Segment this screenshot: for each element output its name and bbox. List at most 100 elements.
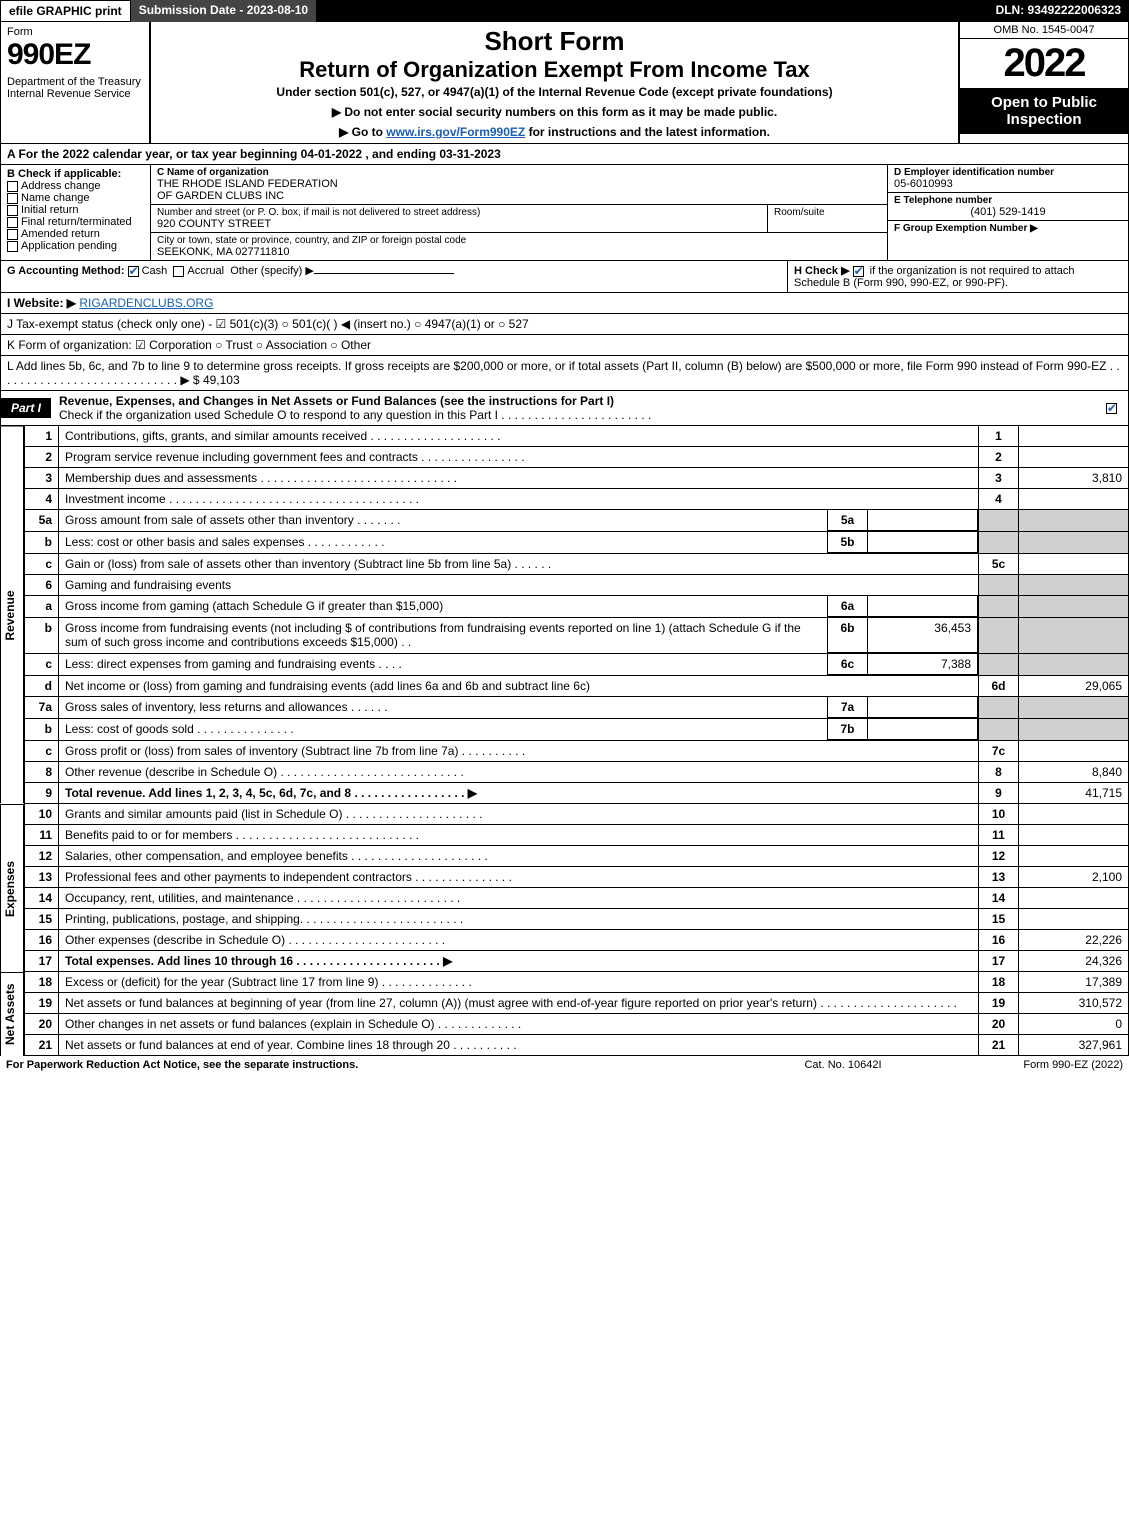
lsn: 6c <box>828 654 868 675</box>
lsn: 7b <box>828 719 868 740</box>
b-header: B Check if applicable: <box>7 168 144 180</box>
lr: 10 <box>979 804 1019 825</box>
expenses-section: Expenses 10Grants and similar amounts pa… <box>0 804 1129 972</box>
lv <box>1019 845 1129 866</box>
lt: Benefits paid to or for members . . . . … <box>59 824 979 845</box>
lsn: 6b <box>828 618 868 652</box>
lr: 19 <box>979 992 1019 1013</box>
org-name: THE RHODE ISLAND FEDERATION OF GARDEN CL… <box>157 178 881 202</box>
b-item: Amended return <box>21 228 100 240</box>
row-i: I Website: ▶ RIGARDENCLUBS.ORG <box>0 293 1129 314</box>
lsn: 5b <box>828 532 868 553</box>
lv: 24,326 <box>1019 950 1129 971</box>
revenue-sidelabel: Revenue <box>0 426 24 804</box>
g-label: G Accounting Method: <box>7 265 125 277</box>
row-l: L Add lines 5b, 6c, and 7b to line 9 to … <box>0 356 1129 391</box>
lr: 6d <box>979 675 1019 696</box>
lr: 5c <box>979 554 1019 575</box>
lt: Gross amount from sale of assets other t… <box>59 510 828 531</box>
lsn: 5a <box>828 510 868 531</box>
ein-value: 05-6010993 <box>894 178 1122 190</box>
lv <box>1019 489 1129 510</box>
lr: 7c <box>979 740 1019 761</box>
check-app-pending[interactable] <box>7 241 18 252</box>
check-address-change[interactable] <box>7 181 18 192</box>
f-label: F Group Exemption Number ▶ <box>888 221 1128 236</box>
lv <box>1019 908 1129 929</box>
ln: 8 <box>25 761 59 782</box>
lv <box>1019 447 1129 468</box>
check-amended[interactable] <box>7 229 18 240</box>
check-initial-return[interactable] <box>7 205 18 216</box>
ln: 17 <box>25 950 59 971</box>
efile-label[interactable]: efile GRAPHIC print <box>0 0 131 22</box>
lv: 17,389 <box>1019 972 1129 993</box>
netassets-section: Net Assets 18Excess or (deficit) for the… <box>0 972 1129 1056</box>
lt: Gaming and fundraising events <box>59 575 979 596</box>
row-j: J Tax-exempt status (check only one) - ☑… <box>0 314 1129 335</box>
lt: Salaries, other compensation, and employ… <box>59 845 979 866</box>
lt: Net assets or fund balances at end of ye… <box>59 1034 979 1055</box>
check-h[interactable] <box>853 266 864 277</box>
b-item: Final return/terminated <box>21 216 132 228</box>
shade <box>1019 696 1129 718</box>
lt: Membership dues and assessments . . . . … <box>59 468 979 489</box>
shade <box>979 532 1019 554</box>
lr: 18 <box>979 972 1019 993</box>
ln: 20 <box>25 1013 59 1034</box>
form-header: Form 990EZ Department of the Treasury In… <box>0 22 1129 144</box>
lr: 3 <box>979 468 1019 489</box>
lsv: 7,388 <box>868 654 978 675</box>
ln: 6 <box>25 575 59 596</box>
g-cash: Cash <box>142 265 168 277</box>
title-return: Return of Organization Exempt From Incom… <box>155 57 954 83</box>
expenses-sidelabel: Expenses <box>0 804 24 972</box>
shade <box>979 696 1019 718</box>
lt: Contributions, gifts, grants, and simila… <box>59 426 979 447</box>
shade <box>1019 532 1129 554</box>
lt: Other changes in net assets or fund bala… <box>59 1013 979 1034</box>
g-other-input[interactable] <box>314 273 454 274</box>
ln: b <box>25 618 59 654</box>
lt: Occupancy, rent, utilities, and maintena… <box>59 887 979 908</box>
shade <box>1019 596 1129 618</box>
check-cash[interactable] <box>128 266 139 277</box>
lr: 13 <box>979 866 1019 887</box>
lr: 20 <box>979 1013 1019 1034</box>
ln: a <box>25 596 59 618</box>
lsv: 36,453 <box>868 618 978 652</box>
ln: 7a <box>25 696 59 718</box>
lt: Net assets or fund balances at beginning… <box>59 992 979 1013</box>
part1-checkbox[interactable] <box>1106 403 1117 414</box>
ln: 5a <box>25 510 59 532</box>
ln: b <box>25 532 59 554</box>
ln: c <box>25 554 59 575</box>
lt: Less: cost or other basis and sales expe… <box>59 532 828 553</box>
lt: Gain or (loss) from sale of assets other… <box>59 554 979 575</box>
check-name-change[interactable] <box>7 193 18 204</box>
note-goto-suffix: for instructions and the latest informat… <box>525 125 770 139</box>
lr: 12 <box>979 845 1019 866</box>
ln: 10 <box>25 804 59 825</box>
ln: 3 <box>25 468 59 489</box>
lsn: 7a <box>828 697 868 718</box>
open-to-public: Open to Public Inspection <box>960 88 1128 134</box>
lsn: 6a <box>828 596 868 617</box>
tax-year: 2022 <box>960 39 1128 88</box>
check-final-return[interactable] <box>7 217 18 228</box>
lt: Total expenses. Add lines 10 through 16 … <box>59 950 979 971</box>
e-label: E Telephone number <box>894 195 1122 206</box>
form-number: 990EZ <box>7 38 143 72</box>
shade <box>979 510 1019 532</box>
website-link[interactable]: RIGARDENCLUBS.ORG <box>79 296 213 310</box>
g-accrual: Accrual <box>187 265 224 277</box>
c-label: C Name of organization <box>157 167 881 178</box>
check-accrual[interactable] <box>173 266 184 277</box>
top-bar: efile GRAPHIC print Submission Date - 20… <box>0 0 1129 22</box>
ln: b <box>25 718 59 740</box>
lt: Other expenses (describe in Schedule O) … <box>59 929 979 950</box>
ln: 4 <box>25 489 59 510</box>
title-short-form: Short Form <box>155 26 954 57</box>
shade <box>979 596 1019 618</box>
irs-link[interactable]: www.irs.gov/Form990EZ <box>386 125 525 139</box>
